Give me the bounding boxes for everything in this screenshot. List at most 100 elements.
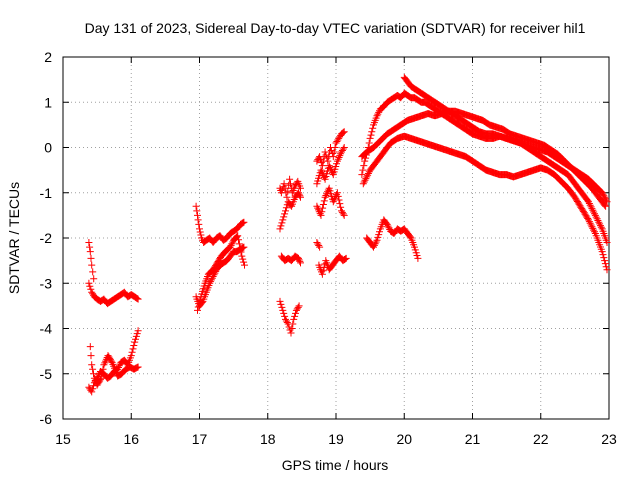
x-tick-label: 18 [260, 431, 276, 447]
data-point [99, 365, 107, 373]
data-point [283, 319, 291, 326]
data-point [237, 248, 245, 256]
data-point [384, 222, 392, 230]
data-point [194, 211, 201, 219]
data-point [598, 248, 606, 256]
x-tick-label: 19 [328, 431, 344, 447]
data-point [282, 207, 289, 215]
data-point [286, 326, 294, 334]
data-point [371, 240, 379, 248]
data-point [340, 128, 348, 136]
data-point [318, 270, 326, 278]
data-point [593, 215, 601, 223]
data-point [339, 145, 347, 153]
data-point [591, 228, 598, 236]
data-point [339, 210, 347, 218]
data-point [313, 157, 321, 165]
data-point [96, 376, 104, 384]
data-point [129, 345, 137, 353]
data-point [595, 218, 603, 226]
data-point [339, 128, 347, 136]
data-point [134, 327, 142, 335]
data-point [589, 224, 597, 232]
data-point [87, 352, 95, 360]
data-point [597, 222, 604, 230]
data-point [210, 271, 218, 279]
data-point [287, 329, 295, 337]
data-point [599, 190, 607, 198]
data-point [107, 357, 115, 365]
data-point [86, 248, 94, 256]
data-point [326, 163, 334, 171]
data-point [278, 219, 286, 227]
data-point [587, 221, 595, 229]
x-tick-label: 20 [396, 431, 412, 447]
data-point [234, 232, 242, 240]
data-point [591, 211, 599, 219]
data-point [236, 244, 244, 252]
data-point [316, 243, 324, 251]
data-point [600, 192, 608, 200]
data-point [295, 190, 303, 198]
data-point [320, 173, 328, 181]
data-point [290, 315, 298, 323]
data-point [292, 309, 299, 317]
data-point [333, 157, 341, 165]
data-point [195, 220, 203, 228]
data-point [585, 198, 592, 206]
data-point [279, 183, 287, 191]
y-tick-label: -1 [40, 185, 53, 201]
data-point [297, 193, 304, 201]
data-point [329, 169, 336, 177]
data-point [286, 175, 294, 183]
data-point [207, 278, 215, 286]
data-point [281, 312, 289, 320]
data-point [574, 199, 582, 207]
data-point [592, 213, 600, 221]
data-point [88, 388, 96, 396]
data-point [324, 186, 332, 194]
data-point [588, 205, 596, 213]
data-point [293, 305, 301, 313]
data-point [282, 317, 290, 325]
data-point [277, 222, 285, 230]
data-point [295, 302, 303, 310]
data-point [287, 180, 294, 188]
y-tick-label: -5 [40, 366, 53, 382]
data-point [601, 260, 609, 268]
data-point [318, 208, 326, 216]
data-point [317, 211, 325, 219]
data-point [194, 216, 202, 224]
data-point [414, 254, 422, 262]
data-point [227, 241, 235, 249]
data-point [367, 131, 375, 139]
data-point [373, 112, 381, 120]
data-point [241, 261, 248, 269]
data-point [280, 309, 288, 317]
data-point [90, 370, 97, 378]
data-point [331, 144, 339, 151]
data-point [89, 385, 97, 393]
data-point [319, 267, 327, 275]
data-point [320, 197, 328, 205]
data-point [603, 266, 611, 274]
data-point [134, 295, 142, 303]
data-point [282, 315, 289, 323]
data-point [318, 168, 326, 176]
data-point [361, 176, 369, 184]
data-point [233, 233, 241, 241]
data-point [315, 242, 323, 249]
data-point [336, 200, 344, 208]
data-point [278, 303, 286, 311]
y-tick-label: 0 [44, 140, 52, 156]
data-point [602, 263, 610, 271]
data-point [321, 193, 329, 201]
data-point [240, 243, 248, 251]
data-point [383, 220, 391, 228]
data-point [134, 363, 142, 371]
data-point [580, 209, 588, 217]
data-point [575, 200, 583, 208]
data-point [370, 243, 377, 251]
y-tick-labels: -6 -5 -4 -3 -2 -1 0 1 2 [40, 49, 53, 427]
data-point [277, 300, 285, 308]
